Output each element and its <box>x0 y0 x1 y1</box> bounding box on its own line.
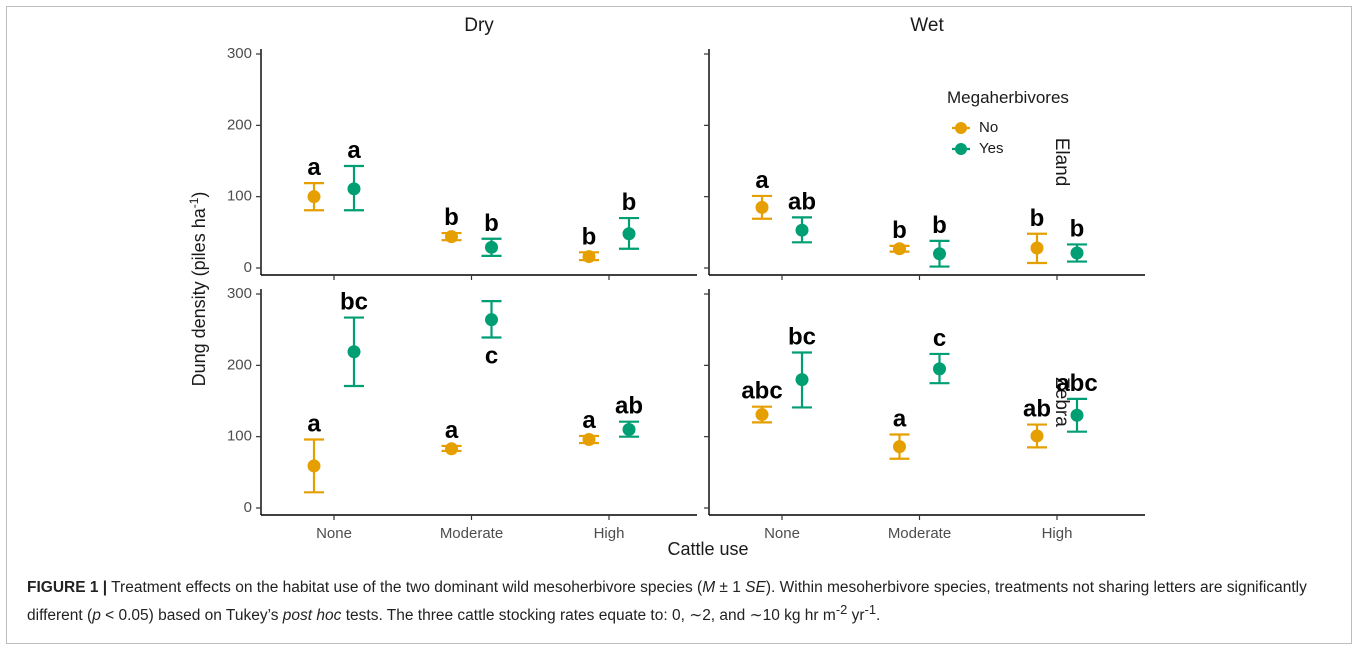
figure-frame: Dry Wet Eland Zebra 0 100 200 300 a b b a b b a b b ab b b 0… <box>6 6 1352 644</box>
point-no-high <box>582 433 596 447</box>
sig-letter-no-moderate: a <box>893 406 907 433</box>
sig-letter-no-high: b <box>1030 205 1045 232</box>
legend-title: Megaherbivores <box>947 88 1069 107</box>
sig-letter-yes-high: abc <box>1056 370 1097 397</box>
y-tick-label: 100 <box>227 188 252 205</box>
point-yes-none <box>795 373 809 387</box>
x-tick-label-high: High <box>1042 525 1073 542</box>
point-yes-none <box>347 182 361 196</box>
caption-mean-symbol: M <box>702 579 716 596</box>
point-no-none <box>755 408 769 422</box>
sig-letter-no-moderate: b <box>444 204 459 231</box>
legend: Megaherbivores No Yes <box>947 88 1069 157</box>
sig-letter-no-high: ab <box>1023 396 1051 423</box>
point-yes-high <box>622 227 636 241</box>
caption-text-5: tests. The three cattle stocking rates e… <box>341 607 836 625</box>
x-tick-label-none: None <box>316 525 352 542</box>
sig-letter-yes-moderate: b <box>484 210 499 237</box>
caption-se-symbol: SE <box>745 579 766 596</box>
y-tick-label: 100 <box>227 428 252 445</box>
point-yes-high <box>622 423 636 437</box>
point-yes-high <box>1070 246 1084 260</box>
point-yes-high <box>1070 408 1084 422</box>
point-no-none <box>307 459 321 473</box>
sig-letter-no-high: a <box>582 407 596 434</box>
point-no-moderate <box>445 442 458 456</box>
y-tick-label: 200 <box>227 356 252 373</box>
x-tick-label-none: None <box>764 525 800 542</box>
legend-label-yes: Yes <box>979 140 1003 157</box>
point-no-high <box>582 250 596 264</box>
caption-p-symbol: p <box>92 607 101 625</box>
caption-text-3: ). Within mesoherbivore species, treatme… <box>27 579 1307 625</box>
y-tick-label: 300 <box>227 45 252 62</box>
sig-letter-yes-high: ab <box>615 393 643 420</box>
sig-letter-yes-none: ab <box>788 188 816 215</box>
sig-letter-yes-moderate: c <box>933 325 946 352</box>
legend-key-point-yes <box>955 143 967 155</box>
x-tick-label-moderate: Moderate <box>440 525 503 542</box>
caption-text-6: yr <box>847 607 865 625</box>
caption-sup-1: -2 <box>835 602 848 617</box>
sig-letter-no-none: a <box>307 154 321 181</box>
point-yes-moderate <box>933 247 946 261</box>
caption-text-7: . <box>876 607 881 625</box>
y-tick-label: 300 <box>227 285 252 302</box>
point-no-moderate <box>893 242 906 256</box>
y-axis-title-sup: -1 <box>187 197 201 208</box>
sig-letter-no-moderate: a <box>445 417 459 444</box>
sig-letter-yes-none: bc <box>788 323 816 350</box>
facet-strip-wet: Wet <box>910 15 944 36</box>
legend-key-point-no <box>955 122 967 134</box>
point-yes-moderate <box>485 313 498 327</box>
sig-letter-yes-moderate: b <box>932 212 947 239</box>
x-tick-label-moderate: Moderate <box>888 525 951 542</box>
panel-wet-zebra: None Moderate High abc a ab bc c abc <box>704 289 1145 542</box>
facet-strip-zebra: Zebra <box>1051 377 1072 427</box>
sig-letter-no-none: a <box>307 411 321 438</box>
caption-text-2: ± 1 <box>715 579 746 596</box>
sig-letter-no-high: b <box>582 223 597 250</box>
y-tick-label: 0 <box>244 259 252 276</box>
caption-figure-label: FIGURE 1 | <box>27 579 108 596</box>
x-tick-label-high: High <box>594 525 625 542</box>
y-tick-label: 200 <box>227 116 252 133</box>
point-yes-moderate <box>933 362 946 376</box>
sig-letter-yes-none: a <box>347 137 361 164</box>
panel-dry-zebra: 0 100 200 300 None Moderate High a a a bc c ab <box>227 285 697 542</box>
sig-letter-no-moderate: b <box>892 217 907 244</box>
sig-letter-yes-none: bc <box>340 289 368 316</box>
point-no-high <box>1030 429 1044 443</box>
point-no-moderate <box>445 230 458 244</box>
y-tick-label: 0 <box>244 499 252 516</box>
sig-letter-yes-moderate: c <box>485 343 498 370</box>
sig-letter-no-none: a <box>755 167 769 194</box>
caption-text-1: Treatment effects on the habitat use of … <box>107 579 703 596</box>
caption-posthoc: post hoc <box>282 607 342 625</box>
point-no-moderate <box>893 440 906 454</box>
caption-text-4: < 0.05) based on Tukey’s <box>100 607 283 625</box>
x-axis-title: Cattle use <box>667 539 748 559</box>
facet-strip-dry: Dry <box>464 15 494 36</box>
legend-label-no: No <box>979 119 998 136</box>
facet-strip-eland: Eland <box>1051 138 1072 187</box>
y-axis-title: Dung density (piles ha-1) <box>187 192 209 387</box>
point-yes-moderate <box>485 240 498 254</box>
point-no-none <box>307 190 321 204</box>
point-no-none <box>755 200 769 214</box>
point-yes-none <box>347 345 361 359</box>
sig-letter-yes-high: b <box>622 189 637 216</box>
sig-letter-yes-high: b <box>1070 215 1085 242</box>
caption-sup-2: -1 <box>864 602 876 617</box>
sig-letter-no-none: abc <box>741 378 782 405</box>
point-yes-none <box>795 223 809 237</box>
figure-caption: FIGURE 1 | Treatment effects on the habi… <box>27 577 1347 627</box>
point-no-high <box>1030 241 1044 255</box>
